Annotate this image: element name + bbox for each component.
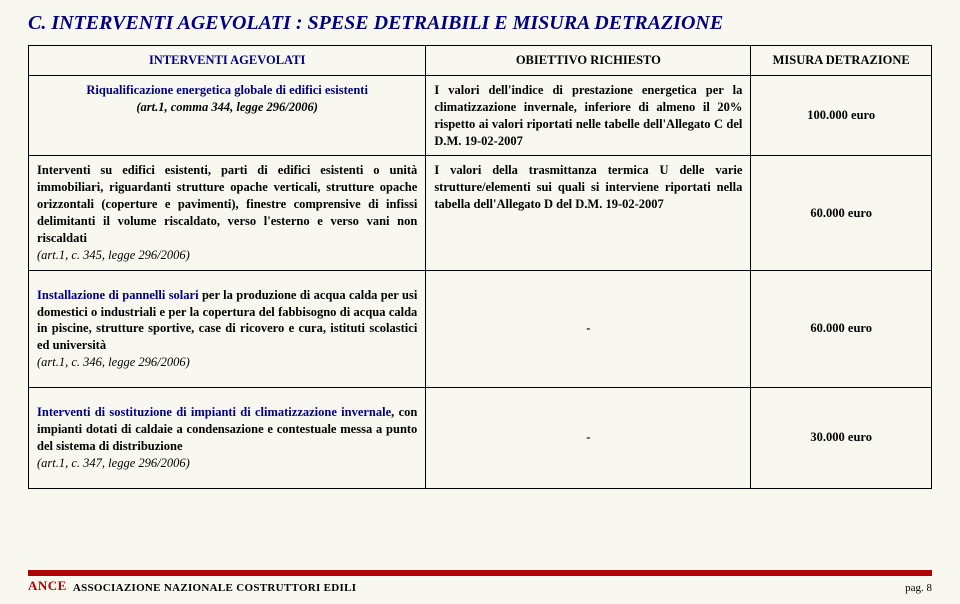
footer: ANCE ASSOCIAZIONE NAZIONALE COSTRUTTORI … [28, 570, 932, 594]
section-title: C. INTERVENTI AGEVOLATI : SPESE DETRAIBI… [28, 12, 932, 35]
row4-lead: Interventi di sostituzione di impianti d… [37, 405, 391, 419]
row2-amount: 60.000 euro [751, 156, 932, 270]
footer-page: pag. 8 [905, 582, 932, 594]
row3-ref: (art.1, c. 346, legge 296/2006) [37, 354, 417, 371]
footer-assoc: ASSOCIAZIONE NAZIONALE COSTRUTTORI EDILI [73, 582, 357, 594]
table-row: Installazione di pannelli solari per la … [29, 270, 932, 387]
table: INTERVENTI AGEVOLATI OBIETTIVO RICHIESTO… [28, 45, 932, 489]
th-misura: MISURA DETRAZIONE [751, 46, 932, 76]
row2-text: Interventi su edifici esistenti, parti d… [37, 163, 417, 245]
row1-obiettivo: I valori dell'indice di prestazione ener… [426, 75, 751, 156]
table-row: Interventi di sostituzione di impianti d… [29, 388, 932, 489]
th-interventi: INTERVENTI AGEVOLATI [29, 46, 426, 76]
row2-ref: (art.1, c. 345, legge 296/2006) [37, 247, 417, 264]
row2-obiettivo: I valori della trasmittanza termica U de… [426, 156, 751, 270]
th-obiettivo: OBIETTIVO RICHIESTO [426, 46, 751, 76]
row1-amount: 100.000 euro [751, 75, 932, 156]
row4-amount: 30.000 euro [751, 388, 932, 489]
row3-amount: 60.000 euro [751, 270, 932, 387]
row3-lead: Installazione di pannelli solari [37, 288, 199, 302]
row3-obiettivo: - [426, 270, 751, 387]
table-row: Riqualificazione energetica globale di e… [29, 75, 932, 156]
row4-obiettivo: - [426, 388, 751, 489]
row1-title: Riqualificazione energetica globale di e… [37, 82, 417, 99]
row4-ref: (art.1, c. 347, legge 296/2006) [37, 455, 417, 472]
table-row: Interventi su edifici esistenti, parti d… [29, 156, 932, 270]
footer-ance: ANCE [28, 578, 67, 594]
row1-ref: (art.1, comma 344, legge 296/2006) [37, 99, 417, 116]
